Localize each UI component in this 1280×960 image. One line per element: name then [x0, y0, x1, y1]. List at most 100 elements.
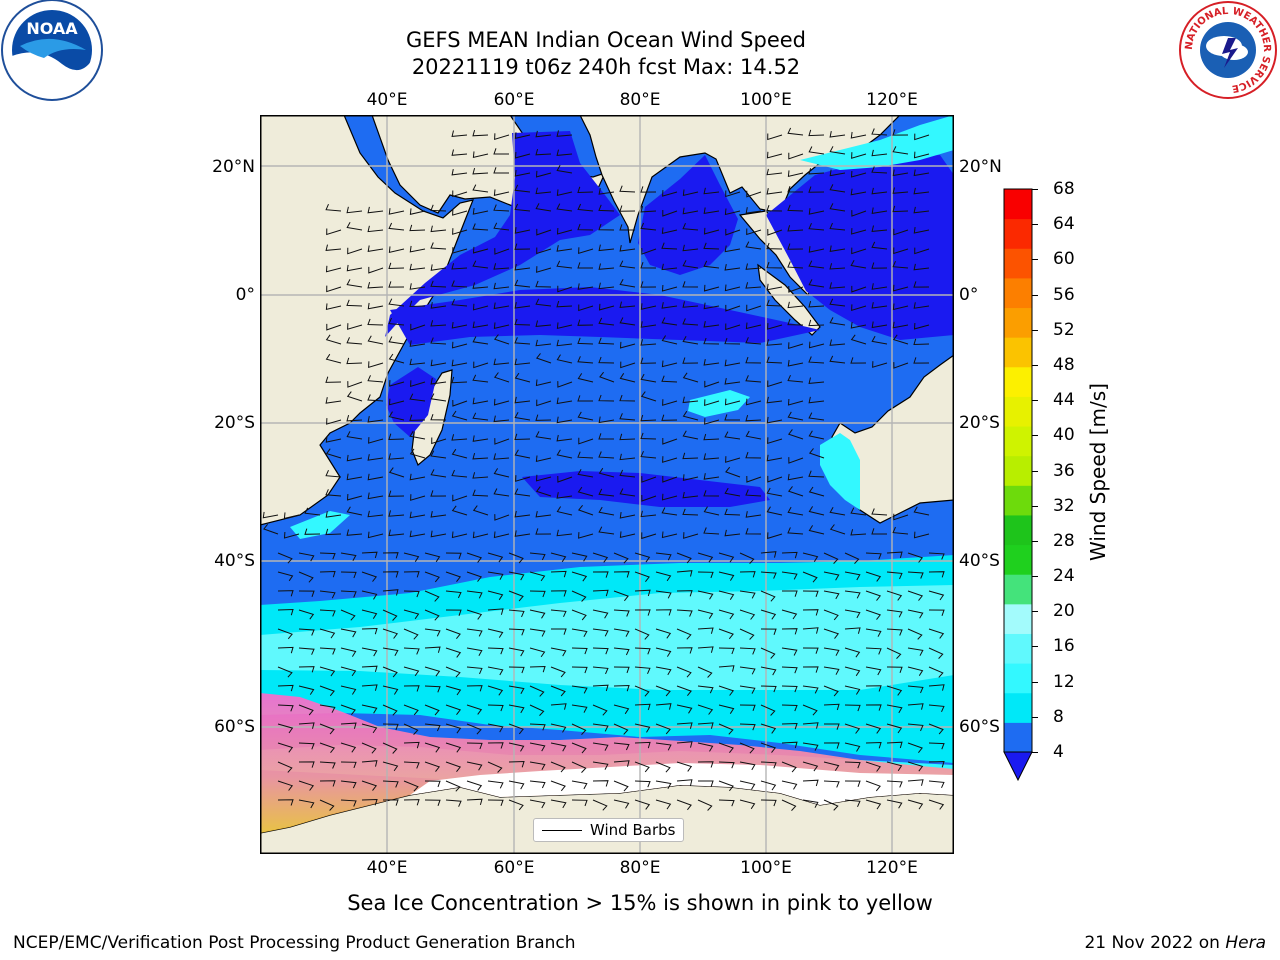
- wind-barb: [865, 761, 882, 772]
- wind-barb: [640, 262, 657, 269]
- wind-barb: [676, 741, 693, 748]
- wind-barb: [661, 414, 678, 421]
- wind-barb: [850, 334, 867, 345]
- wind-barb: [514, 530, 531, 537]
- wind-barb: [662, 190, 678, 197]
- wind-barb: [409, 283, 426, 290]
- cyan-region-australia: [820, 433, 860, 510]
- wind-barb: [718, 761, 735, 769]
- wind-barb: [676, 628, 692, 640]
- wind-barb: [808, 260, 825, 269]
- wind-barb: [844, 666, 861, 677]
- wind-barb: [802, 761, 819, 772]
- wind-barb: [718, 685, 735, 696]
- wind-barb: [718, 799, 735, 807]
- wind-barb: [340, 647, 357, 657]
- wind-barb: [367, 531, 384, 539]
- wind-barb: [452, 247, 468, 254]
- wind-barb: [494, 248, 510, 255]
- wind-barb: [409, 448, 426, 459]
- wind-barb: [802, 609, 819, 616]
- wind-barb: [536, 266, 552, 273]
- wind-barb: [472, 397, 489, 405]
- wind-barb: [403, 741, 420, 749]
- wind-barb: [598, 282, 615, 290]
- wind-barb: [787, 506, 804, 516]
- wind-barb: [676, 761, 693, 772]
- colorbar-swatch: [1004, 277, 1032, 309]
- wind-barb: [388, 208, 405, 215]
- wind-barb: [298, 628, 315, 636]
- wind-barb: [466, 798, 483, 806]
- wind-barb: [424, 742, 441, 753]
- wind-barb: [703, 527, 720, 535]
- colorbar-tick-label: 32: [1053, 495, 1075, 516]
- wind-barb: [535, 353, 552, 364]
- lon-tick-top-100e: 100°E: [740, 90, 792, 110]
- lon-tick-top-40e: 40°E: [366, 90, 408, 110]
- wind-barb: [913, 322, 930, 330]
- colorbar-tick-label: 44: [1053, 390, 1075, 411]
- wind-barb: [682, 508, 699, 516]
- wind-barb: [823, 628, 840, 639]
- wind-barb: [619, 341, 636, 349]
- wind-barb: [361, 609, 378, 619]
- wind-barb: [829, 355, 846, 364]
- wind-barb: [298, 647, 315, 655]
- wind-barb: [871, 225, 888, 232]
- wind-barb: [571, 590, 587, 602]
- wind-barb: [787, 374, 804, 383]
- wind-barb: [745, 451, 762, 459]
- colorbar-tick-label: 48: [1053, 354, 1075, 375]
- wind-barb: [823, 742, 840, 749]
- wind-barb: [430, 359, 447, 367]
- wind-barb: [346, 221, 363, 231]
- wind-barb: [535, 170, 552, 178]
- wind-barb: [640, 510, 657, 518]
- wind-barb: [613, 571, 630, 578]
- wind-barb: [598, 317, 615, 326]
- wind-barb: [472, 435, 489, 442]
- wind-barb: [319, 799, 335, 811]
- wind-barb: [893, 513, 909, 521]
- wind-barb: [445, 780, 461, 792]
- wind-barb: [928, 628, 945, 639]
- wind-barb: [472, 505, 489, 516]
- wind-barb: [851, 228, 867, 235]
- wind-barb: [493, 204, 510, 212]
- wind-barb: [619, 185, 636, 193]
- wind-barb: [298, 704, 314, 716]
- wind-barb: [745, 430, 762, 440]
- wind-barb: [640, 303, 657, 310]
- wind-barb: [619, 531, 636, 539]
- wind-barb: [718, 609, 735, 620]
- wind-barb: [661, 284, 678, 292]
- wind-barb: [682, 430, 699, 440]
- wind-barb: [529, 761, 546, 771]
- wind-barb: [661, 375, 678, 383]
- lat-tick-right-20n: 20°N: [959, 157, 1002, 177]
- wind-barb: [725, 190, 741, 198]
- wind-barb: [823, 780, 840, 788]
- wind-barb: [298, 722, 315, 729]
- wind-barb: [865, 780, 881, 792]
- colorbar-tick-mark: [1032, 400, 1038, 402]
- wind-barb: [760, 780, 777, 791]
- colorbar-tick-mark: [1032, 435, 1038, 437]
- wind-barb: [781, 551, 798, 559]
- wind-barb: [409, 473, 426, 481]
- wind-barb: [662, 399, 678, 406]
- wind-barb: [808, 246, 825, 253]
- wind-barb: [535, 280, 552, 288]
- wind-barb: [886, 761, 903, 772]
- wind-barb: [724, 337, 741, 345]
- wind-barb: [760, 685, 777, 693]
- wind-barb: [592, 704, 608, 716]
- sumatra-land: [757, 263, 821, 336]
- wind-barb: [472, 472, 489, 479]
- wind-barb: [865, 723, 882, 734]
- wind-barb: [844, 761, 861, 769]
- wind-barb: [367, 416, 384, 423]
- wind-barb: [472, 531, 489, 539]
- lat-tick-right-0: 0°: [959, 285, 979, 305]
